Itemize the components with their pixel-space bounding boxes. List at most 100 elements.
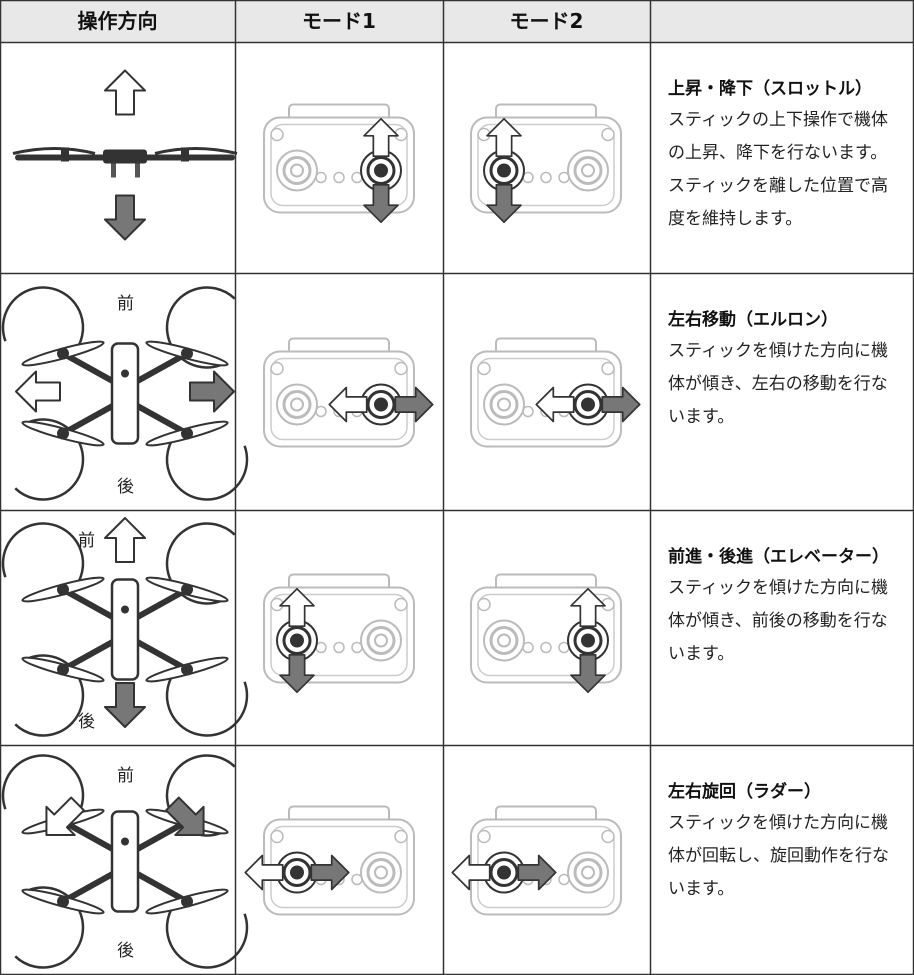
drone-motor <box>181 427 193 440</box>
button <box>477 829 491 844</box>
drone-motor <box>181 895 193 908</box>
drone-guard <box>1 522 85 605</box>
stick <box>483 149 525 192</box>
drone-guard <box>1 754 85 837</box>
drone-body <box>110 342 140 445</box>
arrow-filled <box>189 370 235 413</box>
drone-motor <box>61 147 69 162</box>
stick-ring <box>366 858 396 887</box>
drone-motor <box>181 663 193 676</box>
stick-ring <box>366 626 396 655</box>
arrow-outline <box>451 854 491 891</box>
drone-leg <box>111 163 116 178</box>
stick-ring <box>573 626 603 655</box>
drone-arm <box>131 868 189 905</box>
stick <box>567 619 609 662</box>
drone-motor <box>181 147 189 162</box>
drone-arm <box>131 636 189 673</box>
arrow-filled <box>570 653 606 694</box>
back-label: 後 <box>78 712 95 732</box>
arrow-outline <box>363 117 399 158</box>
header-cell: モード2 <box>509 9 584 33</box>
stick-ring <box>489 626 519 655</box>
stick <box>276 851 318 894</box>
drone-motor <box>57 427 69 440</box>
back-label: 後 <box>117 941 134 961</box>
stick <box>483 851 525 894</box>
stick <box>483 383 525 426</box>
drone-motor <box>57 583 69 596</box>
button <box>270 127 284 142</box>
stick-core <box>374 163 388 178</box>
arrow-filled <box>104 194 146 241</box>
arrow-filled <box>104 682 146 728</box>
drone-camera <box>121 837 129 846</box>
arrow-outline <box>328 386 368 423</box>
stick-core <box>290 163 304 178</box>
drone-body <box>103 149 147 164</box>
button <box>477 597 491 612</box>
stick-core <box>290 397 304 412</box>
stick <box>360 383 402 426</box>
stick-ring <box>573 390 603 419</box>
button <box>601 127 615 142</box>
arrow-filled <box>165 796 205 837</box>
controller-inner <box>270 123 408 207</box>
stick <box>276 149 318 192</box>
row-title: 上昇・降下（スロットル） <box>668 79 872 99</box>
controller-inner <box>477 123 615 207</box>
arrow-filled <box>517 854 557 891</box>
stick-core <box>374 633 388 648</box>
drone-motor <box>181 347 193 360</box>
stick-core <box>581 633 595 648</box>
stick-core <box>374 397 388 412</box>
drone-arm <box>131 350 189 387</box>
button <box>477 361 491 376</box>
row-description: スティックの上下操作で機体の上昇、降下を行ないます。スティックを離した位置で高度… <box>668 110 888 229</box>
stick-core <box>497 397 511 412</box>
button <box>601 829 615 844</box>
controller-inner <box>270 593 408 677</box>
front-label: 前 <box>78 531 95 551</box>
button <box>270 361 284 376</box>
drone-body <box>110 810 140 913</box>
arrow-filled <box>394 386 434 423</box>
drone-arm <box>131 400 189 437</box>
drone-camera <box>121 369 129 378</box>
arrow-filled <box>486 183 522 224</box>
stick-core <box>581 865 595 880</box>
drone-arm <box>61 350 119 387</box>
stick-ring <box>489 858 519 887</box>
drone-guard <box>165 654 249 737</box>
drone-guard <box>165 886 249 969</box>
stick-ring <box>282 626 312 655</box>
arrow-filled <box>363 183 399 224</box>
row-description: スティックを傾けた方向に機体が傾き、前後の移動を行ないます。 <box>668 578 888 664</box>
controller-inner <box>477 593 615 677</box>
stick-ring <box>573 858 603 887</box>
row-title: 左右旋回（ラダー） <box>668 782 821 802</box>
arrow-filled <box>601 386 641 423</box>
button <box>540 641 552 654</box>
stick-core <box>497 163 511 178</box>
drone-arm <box>61 818 119 855</box>
stick-ring <box>573 156 603 185</box>
stick-ring <box>489 156 519 185</box>
button <box>270 829 284 844</box>
stick <box>483 619 525 662</box>
stick-ring <box>366 390 396 419</box>
arrow-outline <box>104 69 146 116</box>
back-label: 後 <box>117 477 134 497</box>
stick-core <box>497 633 511 648</box>
drone-arm <box>61 868 119 905</box>
drone-leg <box>135 163 140 178</box>
arrow-outline <box>15 370 61 413</box>
drone-arm <box>61 400 119 437</box>
arrow-outline <box>486 117 522 158</box>
drone-arm <box>61 636 119 673</box>
stick-ring <box>282 858 312 887</box>
arrow-filled <box>310 854 350 891</box>
stick-core <box>581 163 595 178</box>
drone-camera <box>121 605 129 614</box>
